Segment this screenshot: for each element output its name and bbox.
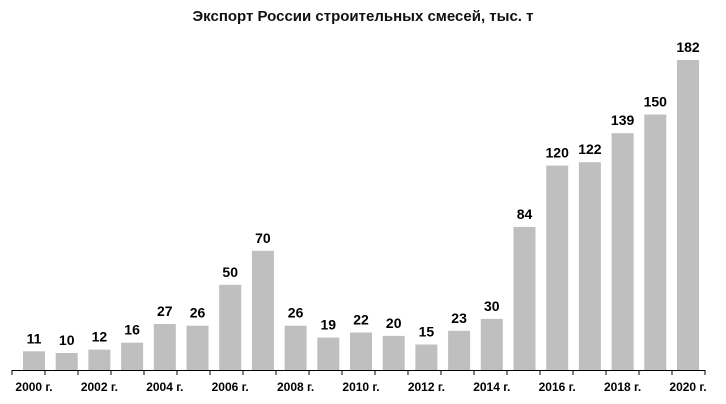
chart-title: Экспорт России строительных смесей, тыс.… [192, 8, 534, 25]
bar-2000 [23, 351, 45, 370]
data-label: 150 [644, 94, 668, 110]
bar-2011 [382, 335, 405, 370]
data-label: 20 [386, 315, 402, 331]
x-tick-label: 2010 г. [342, 380, 379, 394]
data-label: 26 [190, 305, 206, 321]
bar-2006 [219, 284, 242, 370]
data-label: 19 [321, 317, 337, 333]
bar-2012 [415, 344, 438, 370]
bar-2020 [677, 60, 699, 370]
x-tick-label: 2014 г. [473, 380, 510, 394]
bar-2009 [317, 337, 340, 370]
x-tick-label: 2018 г. [604, 380, 641, 394]
bar-2008 [284, 325, 307, 370]
data-label: 120 [546, 145, 570, 161]
data-label: 26 [288, 305, 304, 321]
data-label: 182 [676, 39, 700, 55]
bar-2018 [611, 133, 634, 370]
x-tick-label: 2000 г. [15, 380, 52, 394]
x-tick-label: 2002 г. [81, 380, 118, 394]
data-label: 139 [611, 112, 635, 128]
bar-2016 [546, 165, 569, 370]
data-label: 11 [27, 330, 42, 346]
bar-2019 [644, 114, 667, 370]
bar-2001 [55, 353, 78, 370]
data-label: 30 [484, 298, 500, 314]
bar-2015 [513, 226, 536, 370]
bar-2004 [153, 324, 176, 370]
x-tick-label: 2008 г. [277, 380, 314, 394]
data-label: 70 [255, 230, 271, 246]
bar-2014 [480, 318, 503, 370]
bar-2010 [350, 332, 372, 370]
bar-2003 [121, 342, 144, 370]
data-label: 16 [124, 322, 140, 338]
data-label: 12 [92, 329, 108, 345]
data-label: 84 [517, 206, 533, 222]
bar-2017 [578, 162, 601, 370]
bar-2013 [448, 330, 471, 370]
bar-2002 [88, 349, 111, 370]
data-label: 27 [157, 303, 173, 319]
bar-2005 [186, 325, 209, 370]
bar-2007 [251, 250, 274, 370]
data-label: 122 [578, 141, 602, 157]
x-tick-label: 2016 г. [539, 380, 576, 394]
data-label: 22 [353, 312, 369, 328]
data-label: 50 [222, 264, 238, 280]
x-tick-label: 2012 г. [408, 380, 445, 394]
x-tick-label: 2006 г. [212, 380, 249, 394]
data-label: 10 [59, 332, 75, 348]
x-tick-label: 2004 г. [146, 380, 183, 394]
data-label: 15 [419, 324, 435, 340]
x-tick-label: 2020 г. [669, 380, 706, 394]
data-label: 23 [451, 310, 467, 326]
